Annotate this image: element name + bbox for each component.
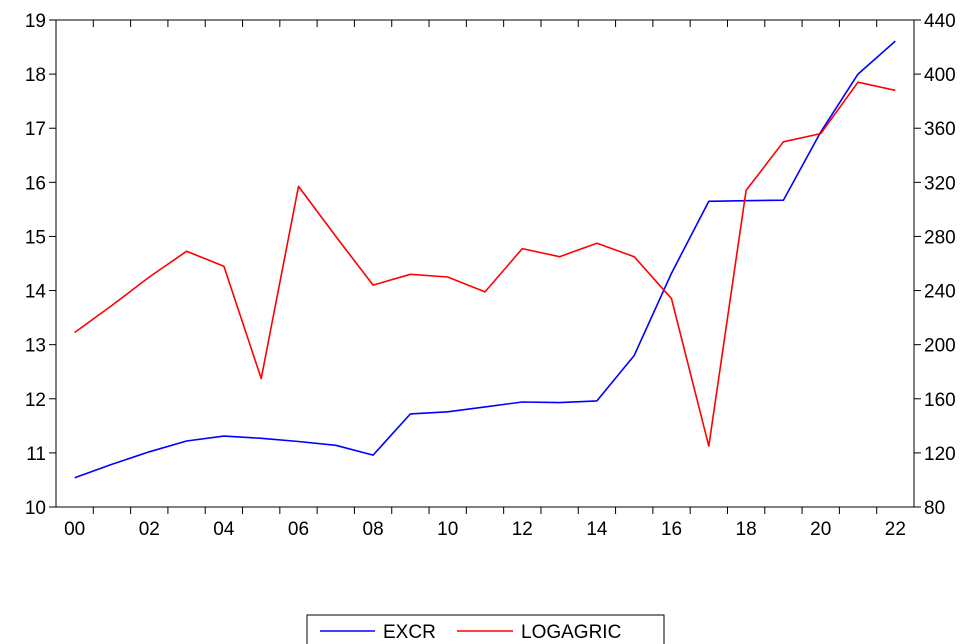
x-tick-label: 08 [363,519,384,540]
left-tick-label: 18 [25,65,46,86]
x-tick-label: 00 [64,519,85,540]
right-axis: 80 120 160 200 240 280 320 360 400 440 [914,11,956,519]
legend-box [306,614,665,644]
legend: EXCR LOGAGRIC [306,614,665,644]
left-tick-label: 14 [25,282,47,303]
legend-label-excr: EXCR [383,622,436,643]
x-axis: 00 02 04 06 08 10 12 14 16 18 20 22 [64,20,906,540]
left-tick-label: 13 [25,336,46,357]
x-tick-label: 16 [661,519,682,540]
right-tick-label: 240 [924,282,956,303]
x-tick-label: 12 [512,519,533,540]
right-tick-label: 200 [924,336,956,357]
series-layer [74,40,896,479]
right-tick-label: 120 [924,444,956,465]
left-tick-label: 11 [26,444,46,465]
right-tick-label: 320 [924,173,956,194]
x-tick-label: 20 [810,519,831,540]
x-tick-label: 18 [736,519,757,540]
x-tick-label: 04 [213,519,235,540]
left-tick-label: 12 [25,390,46,411]
plot-frame [55,19,915,508]
left-tick-label: 15 [25,227,46,248]
x-tick-label: 14 [586,519,608,540]
left-tick-label: 17 [25,119,46,140]
x-tick-label: 22 [885,519,906,540]
x-tick-label: 02 [139,519,160,540]
series-line-excr [74,40,896,479]
left-tick-label: 19 [25,11,46,32]
left-axis: 10 11 12 13 14 15 16 17 18 19 [25,11,56,519]
x-tick-label: 10 [437,519,458,540]
right-tick-label: 400 [924,65,956,86]
right-tick-label: 160 [924,390,956,411]
left-tick-label: 16 [25,173,46,194]
left-tick-label: 10 [25,498,46,519]
right-tick-label: 440 [924,11,956,32]
x-tick-label: 06 [288,519,309,540]
series-line-logagric [74,81,896,447]
legend-label-logagric: LOGAGRIC [521,622,621,643]
right-tick-label: 80 [924,498,945,519]
right-tick-label: 360 [924,119,956,140]
right-tick-label: 280 [924,227,956,248]
